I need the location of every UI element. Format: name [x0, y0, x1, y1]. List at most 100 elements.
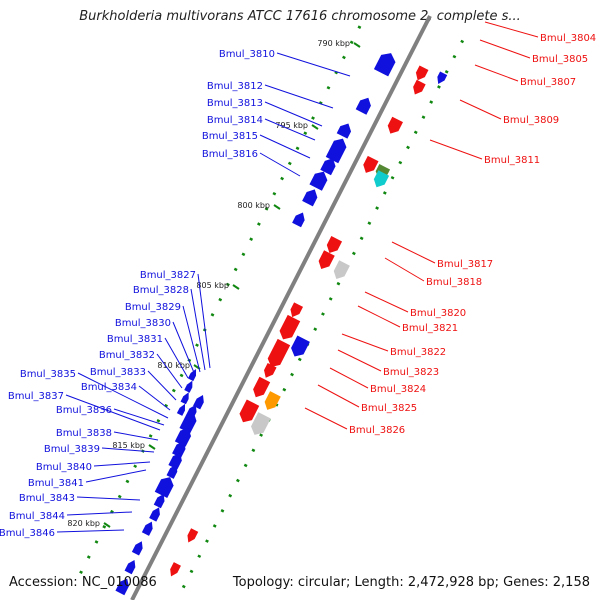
label-leader — [197, 273, 211, 369]
reverse-gene — [172, 441, 186, 458]
inner-tick-mark — [295, 146, 300, 151]
gene-label: Bmul_3818 — [426, 277, 482, 288]
outer-tick-mark — [313, 327, 318, 331]
inner-tick-mark — [79, 570, 83, 575]
gene-label: Bmul_3829 — [125, 302, 181, 313]
gene-label: Bmul_3821 — [402, 323, 458, 334]
scale-label: 800 kbp — [237, 201, 270, 210]
inner-tick-mark — [226, 282, 230, 287]
outer-tick-mark — [197, 554, 202, 559]
label-leader — [364, 291, 409, 313]
reverse-gene — [320, 158, 336, 176]
outer-tick-mark — [290, 372, 294, 377]
forward-gene — [413, 79, 426, 95]
inner-tick-mark — [133, 464, 138, 469]
label-leader — [474, 64, 519, 82]
scale-label: 795 kbp — [275, 121, 308, 130]
outer-tick-mark — [421, 115, 426, 119]
label-leader — [384, 257, 425, 282]
reverse-gene — [180, 392, 189, 405]
forward-gene — [239, 399, 260, 423]
label-leader — [182, 305, 201, 373]
inner-tick-mark — [303, 131, 308, 135]
outer-tick-mark — [398, 160, 403, 165]
gene-label: Bmul_3830 — [115, 318, 171, 329]
scale-tick — [311, 124, 319, 130]
gene-label: Bmul_3815 — [202, 131, 258, 142]
outer-tick-mark — [452, 54, 457, 59]
outer-tick-mark — [236, 478, 240, 483]
reverse-gene — [302, 189, 318, 207]
label-leader — [357, 305, 401, 328]
outer-tick-mark — [251, 448, 256, 453]
reverse-gene — [174, 428, 192, 447]
label-leader — [484, 21, 539, 38]
label-leader — [77, 372, 169, 419]
label-leader — [337, 349, 382, 372]
reverse-gene — [168, 452, 182, 470]
scale-label: 810 kbp — [157, 361, 190, 370]
scale-label: 805 kbp — [196, 281, 229, 290]
forward-gene — [264, 362, 277, 378]
gene-label: Bmul_3816 — [202, 149, 258, 160]
inner-tick-mark — [272, 191, 277, 196]
label-leader — [190, 288, 206, 371]
label-leader — [429, 139, 483, 160]
outer-tick-mark — [189, 569, 194, 574]
forward-gene — [291, 335, 310, 357]
inner-tick-mark — [326, 85, 331, 90]
inner-tick-mark — [342, 55, 346, 60]
inner-tick-mark — [117, 494, 122, 499]
scale-tick — [273, 204, 281, 210]
outer-tick-mark — [282, 387, 287, 392]
scale-label: 790 kbp — [317, 39, 350, 48]
label-leader — [85, 469, 147, 483]
scale-tick — [232, 284, 240, 290]
gene-label: Bmul_3813 — [207, 98, 263, 109]
reverse-gene — [154, 477, 174, 499]
forward-gene — [387, 116, 403, 134]
gene-label: Bmul_3833 — [90, 367, 146, 378]
label-leader — [65, 394, 161, 431]
outer-tick-mark — [181, 584, 186, 589]
label-leader — [317, 384, 360, 408]
gene-label: Bmul_3834 — [81, 382, 137, 393]
label-leader — [479, 39, 531, 59]
outer-tick-mark — [259, 433, 264, 437]
reverse-gene — [309, 171, 328, 191]
inner-tick-mark — [280, 176, 284, 181]
topology-text: Topology: circular; Length: 2,472,928 bp… — [232, 575, 590, 590]
reverse-gene — [187, 369, 197, 382]
forward-gene — [363, 155, 379, 173]
scale-label: 815 kbp — [112, 441, 145, 450]
outer-tick-mark — [205, 539, 209, 543]
label-leader — [76, 496, 141, 501]
forward-gene — [251, 412, 271, 435]
inner-tick-mark — [210, 313, 215, 317]
gene-label: Bmul_3839 — [44, 444, 100, 455]
map-title: Burkholderia multivorans ATCC 17616 chro… — [79, 9, 521, 24]
label-leader — [391, 241, 436, 264]
reverse-gene — [149, 507, 160, 522]
label-leader — [113, 431, 159, 441]
outer-tick-mark — [382, 191, 387, 195]
label-leader — [56, 529, 125, 533]
gene-label: Bmul_3837 — [8, 391, 64, 402]
label-leader — [459, 99, 502, 120]
inner-tick-mark — [256, 222, 261, 226]
forward-gene — [326, 236, 343, 254]
gene-label: Bmul_3846 — [0, 528, 55, 539]
outer-tick-mark — [429, 100, 434, 104]
forward-gene — [415, 65, 429, 81]
gene-label: Bmul_3824 — [370, 384, 426, 395]
gene-label: Bmul_3826 — [349, 425, 405, 436]
inner-tick-mark — [179, 373, 184, 378]
forward-gene — [264, 391, 281, 410]
reverse-gene — [166, 464, 178, 479]
label-leader — [264, 118, 316, 141]
label-leader — [138, 385, 171, 411]
scale-tick — [148, 444, 156, 450]
label-leader — [113, 408, 165, 426]
forward-gene — [318, 250, 335, 270]
gene-label: Bmul_3828 — [133, 285, 189, 296]
